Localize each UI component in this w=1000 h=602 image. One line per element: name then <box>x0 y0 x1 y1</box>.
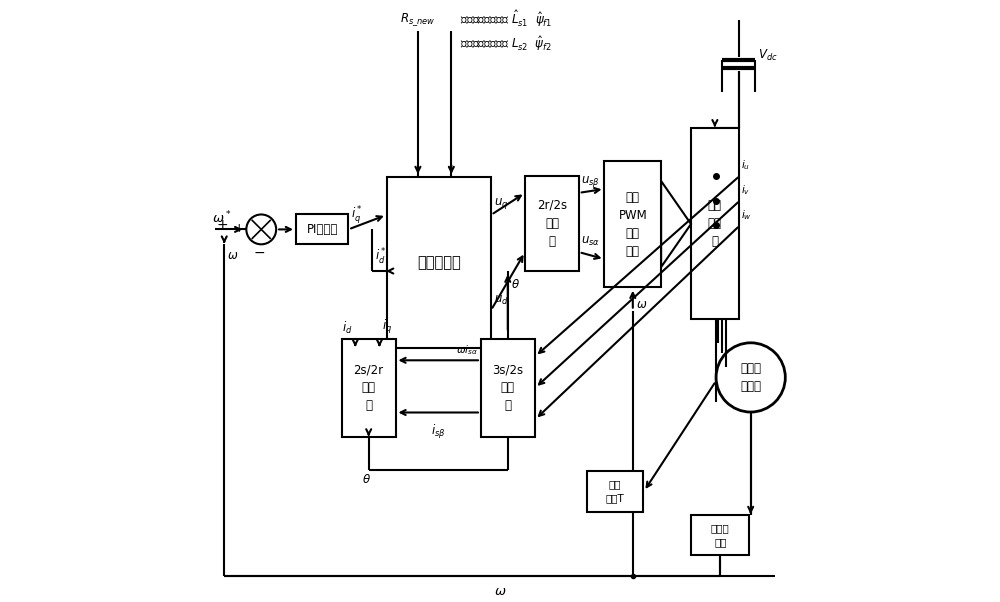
Text: 在线辨识参数输入 $L_{s2}$  $\hat{\psi}_{f2}$: 在线辨识参数输入 $L_{s2}$ $\hat{\psi}_{f2}$ <box>460 34 552 52</box>
Text: $\omega$: $\omega$ <box>227 249 238 262</box>
Bar <box>525 176 579 271</box>
Text: $V_{dc}$: $V_{dc}$ <box>758 48 778 63</box>
Text: 定子
温度T: 定子 温度T <box>606 479 624 503</box>
Text: $\omega i_{s\alpha}$: $\omega i_{s\alpha}$ <box>456 343 478 357</box>
Text: $i_w$: $i_w$ <box>741 208 752 222</box>
Text: $u_{s\alpha}$: $u_{s\alpha}$ <box>581 235 600 249</box>
Polygon shape <box>661 181 691 267</box>
Bar <box>587 471 643 512</box>
Bar <box>691 128 739 319</box>
Text: $\omega^*$: $\omega^*$ <box>212 210 231 226</box>
Bar <box>387 178 491 347</box>
Text: $i_u$: $i_u$ <box>741 158 750 172</box>
Text: PI调节器: PI调节器 <box>306 223 338 236</box>
Bar <box>604 161 661 287</box>
Text: $i_d^*$: $i_d^*$ <box>375 247 387 267</box>
Bar <box>296 214 348 244</box>
Text: $i_q$: $i_q$ <box>382 318 393 336</box>
Text: 永磁同
步电机: 永磁同 步电机 <box>740 362 761 393</box>
Text: 三相
逆变
器: 三相 逆变 器 <box>708 199 722 248</box>
Text: $u_q$: $u_q$ <box>494 196 508 211</box>
Text: −: − <box>254 246 265 260</box>
Text: $i_v$: $i_v$ <box>741 183 750 197</box>
Text: +: + <box>233 222 244 235</box>
Text: 3s/2s
变换
器: 3s/2s 变换 器 <box>492 364 523 412</box>
Text: $u_d$: $u_d$ <box>494 294 509 306</box>
Text: $\theta$: $\theta$ <box>362 473 371 486</box>
Text: $\omega$: $\omega$ <box>494 585 506 598</box>
Text: $R_{s\_new}$: $R_{s\_new}$ <box>400 11 436 28</box>
Text: $\omega$: $\omega$ <box>636 298 647 311</box>
Text: 旋转变
压器: 旋转变 压器 <box>711 523 730 547</box>
Text: 离线辨识参数输入 $\hat{L}_{s1}$  $\hat{\psi}_{f1}$: 离线辨识参数输入 $\hat{L}_{s1}$ $\hat{\psi}_{f1}… <box>460 8 553 28</box>
Text: $i_{s\beta}$: $i_{s\beta}$ <box>431 423 446 441</box>
Text: 复合控制器: 复合控制器 <box>417 255 461 270</box>
Text: 2r/2s
变换
器: 2r/2s 变换 器 <box>537 199 567 248</box>
Bar <box>691 515 749 555</box>
Text: $i_q^*$: $i_q^*$ <box>351 204 363 226</box>
Text: 复合
PWM
调制
部分: 复合 PWM 调制 部分 <box>618 190 647 258</box>
Text: $\theta$: $\theta$ <box>511 278 520 291</box>
Text: 2s/2r
变换
器: 2s/2r 变换 器 <box>354 364 384 412</box>
Bar <box>342 339 396 437</box>
Text: +: + <box>217 218 228 232</box>
Bar <box>481 339 535 437</box>
Text: $u_{s\beta}$: $u_{s\beta}$ <box>581 175 600 189</box>
Text: $i_d$: $i_d$ <box>342 320 352 336</box>
